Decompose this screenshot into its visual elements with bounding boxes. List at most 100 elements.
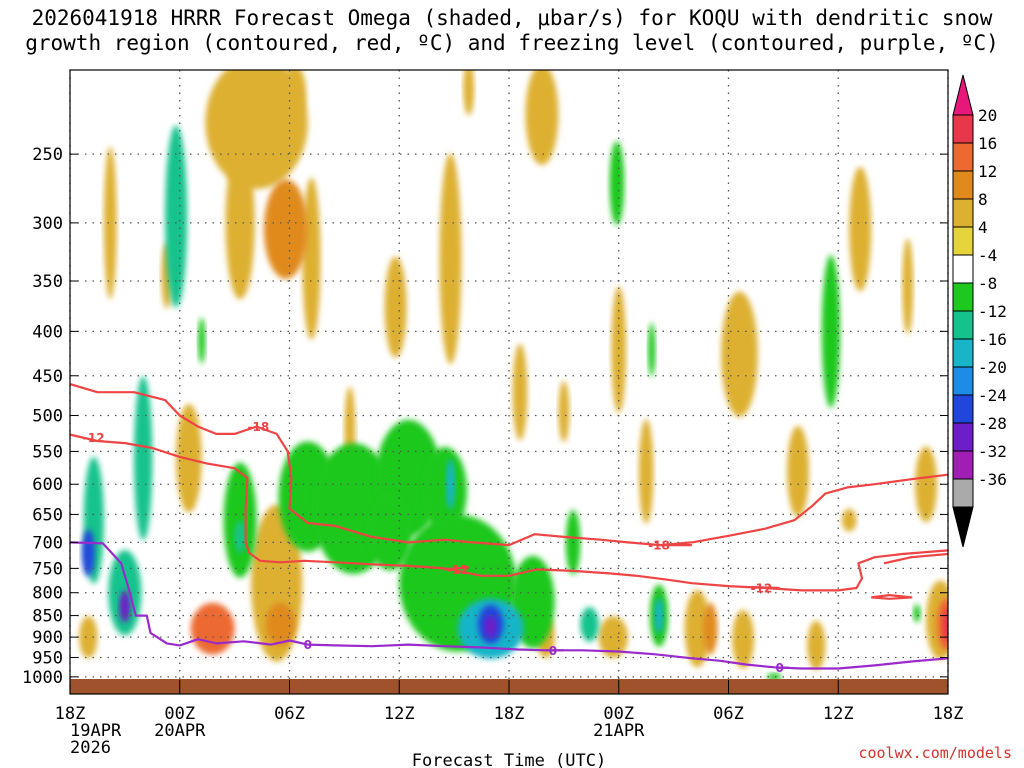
x-tick-label-18-line-0: 12Z bbox=[384, 704, 415, 724]
x-tick-label-48-line-0: 18Z bbox=[933, 704, 964, 724]
x-tick-label-0-line-1: 19APR bbox=[70, 721, 122, 741]
colorbar-label-4: 4 bbox=[978, 218, 988, 237]
y-tick-label-900: 900 bbox=[32, 628, 63, 648]
contour-label-2: -18 bbox=[648, 539, 670, 553]
x-tick-label-30-line-1: 21APR bbox=[593, 721, 645, 741]
chart-title-line-2: growth region (contoured, red, ºC) and f… bbox=[25, 31, 999, 55]
temperature-contours bbox=[70, 383, 948, 670]
x-tick-label-42-line-0: 12Z bbox=[823, 704, 854, 724]
y-tick-label-250: 250 bbox=[32, 145, 63, 165]
y-axis: 2503003504004505005506006507007508008509… bbox=[22, 145, 948, 688]
omega-cell-17 bbox=[611, 286, 627, 414]
omega-cell-19 bbox=[721, 291, 758, 417]
omega-cell-13 bbox=[512, 343, 528, 441]
omega-cell-20 bbox=[787, 425, 809, 518]
colorbar-label-8: -16 bbox=[978, 330, 1007, 349]
omega-cell-30 bbox=[119, 590, 131, 623]
omega-cell-35 bbox=[234, 520, 246, 554]
omega-cell-42 bbox=[445, 459, 456, 510]
omega-cell-23 bbox=[902, 238, 914, 335]
colorbar-label-0: 20 bbox=[978, 106, 997, 125]
colorbar-label-3: 8 bbox=[978, 190, 988, 209]
colorbar-label-1: 16 bbox=[978, 134, 997, 153]
colorbar-band-7 bbox=[952, 310, 974, 340]
contour-labels: -18 -18 -12 -12 -12 0 0 0 bbox=[83, 420, 784, 675]
colorbar-band-9 bbox=[952, 366, 974, 396]
contour-line-6 bbox=[871, 594, 913, 600]
omega-cell-15 bbox=[558, 381, 570, 443]
colorbar-label-11: -28 bbox=[978, 414, 1007, 433]
colorbar-label-6: -8 bbox=[978, 274, 997, 293]
y-tick-label-850: 850 bbox=[32, 607, 63, 627]
omega-cell-11 bbox=[439, 153, 462, 365]
omega-cell-41 bbox=[423, 447, 467, 534]
contour-label-9: 0 bbox=[776, 661, 784, 675]
x-tick-label-0-line-0: 18Z bbox=[55, 704, 86, 724]
colorbar-band-13 bbox=[952, 478, 974, 508]
y-tick-label-600: 600 bbox=[32, 475, 63, 495]
omega-cell-64 bbox=[913, 604, 921, 623]
colorbar-band-12 bbox=[952, 450, 974, 480]
contour-label-4: -12 bbox=[447, 563, 469, 577]
contour-line-0 bbox=[70, 383, 948, 547]
colorbar-band-10 bbox=[952, 394, 974, 424]
y-tick-label-400: 400 bbox=[32, 322, 63, 342]
chart-title: 2026041918 HRRR Forecast Omega (shaded, … bbox=[0, 6, 1024, 56]
y-tick-label-650: 650 bbox=[32, 505, 63, 525]
omega-cell-47 bbox=[484, 615, 498, 638]
y-tick-label-800: 800 bbox=[32, 584, 63, 604]
colorbar-label-9: -20 bbox=[978, 358, 1007, 377]
colorbar-label-5: -4 bbox=[978, 246, 997, 265]
y-tick-label-700: 700 bbox=[32, 533, 63, 553]
x-tick-label-6-line-0: 00Z bbox=[164, 704, 195, 724]
omega-cell-59 bbox=[766, 673, 782, 680]
omega-cell-57 bbox=[702, 602, 718, 655]
y-tick-label-750: 750 bbox=[32, 559, 63, 579]
contour-line-4 bbox=[443, 566, 469, 571]
omega-cell-25 bbox=[841, 508, 857, 532]
colorbar-band-5 bbox=[952, 254, 974, 284]
contour-line-7 bbox=[70, 541, 948, 670]
omega-cell-16 bbox=[609, 141, 625, 226]
credit-text: coolwx.com/models bbox=[858, 744, 1012, 762]
omega-shading bbox=[79, 70, 948, 680]
colorbar-label-7: -12 bbox=[978, 302, 1007, 321]
contour-line-5 bbox=[750, 585, 780, 590]
colorbar: 20 16 12 8 4 -4 -8 -12 -16 -20 -24 -28 -32 -36 bbox=[952, 74, 1007, 548]
y-tick-label-350: 350 bbox=[32, 272, 63, 292]
omega-cell-2 bbox=[165, 125, 188, 308]
omega-cell-37 bbox=[265, 602, 295, 647]
x-tick-label-12-line-0: 06Z bbox=[274, 704, 305, 724]
colorbar-label-10: -24 bbox=[978, 386, 1007, 405]
omega-cell-0 bbox=[103, 146, 117, 300]
colorbar-band-11 bbox=[952, 422, 974, 452]
colorbar-band-6 bbox=[952, 282, 974, 312]
y-tick-label-1000: 1000 bbox=[22, 668, 63, 688]
colorbar-top-arrow bbox=[952, 74, 974, 116]
x-tick-label-36-line-0: 06Z bbox=[713, 704, 744, 724]
colorbar-band-3 bbox=[952, 198, 974, 228]
colorbar-label-2: 12 bbox=[978, 162, 997, 181]
chart-title-line-1: 2026041918 HRRR Forecast Omega (shaded, … bbox=[31, 6, 993, 30]
omega-cell-21 bbox=[821, 254, 841, 408]
omega-cell-51 bbox=[580, 606, 599, 642]
omega-cell-34 bbox=[223, 462, 257, 578]
omega-cell-18 bbox=[648, 322, 656, 377]
contour-label-7: 0 bbox=[304, 638, 312, 652]
contour-label-3: -12 bbox=[83, 431, 105, 445]
omega-cell-52 bbox=[598, 616, 628, 659]
colorbar-band-8 bbox=[952, 338, 974, 368]
omega-cell-55 bbox=[654, 597, 664, 634]
y-tick-label-950: 950 bbox=[32, 649, 63, 669]
omega-cell-58 bbox=[732, 609, 755, 669]
contour-label-0: -18 bbox=[248, 420, 270, 434]
contour-line-3 bbox=[70, 433, 948, 592]
omega-cell-5 bbox=[263, 179, 308, 279]
omega-cell-56 bbox=[684, 589, 711, 668]
x-tick-label-0-line-2: 2026 bbox=[70, 738, 111, 758]
colorbar-bottom-arrow bbox=[952, 506, 974, 548]
y-tick-label-550: 550 bbox=[32, 442, 63, 462]
colorbar-label-12: -32 bbox=[978, 442, 1007, 461]
